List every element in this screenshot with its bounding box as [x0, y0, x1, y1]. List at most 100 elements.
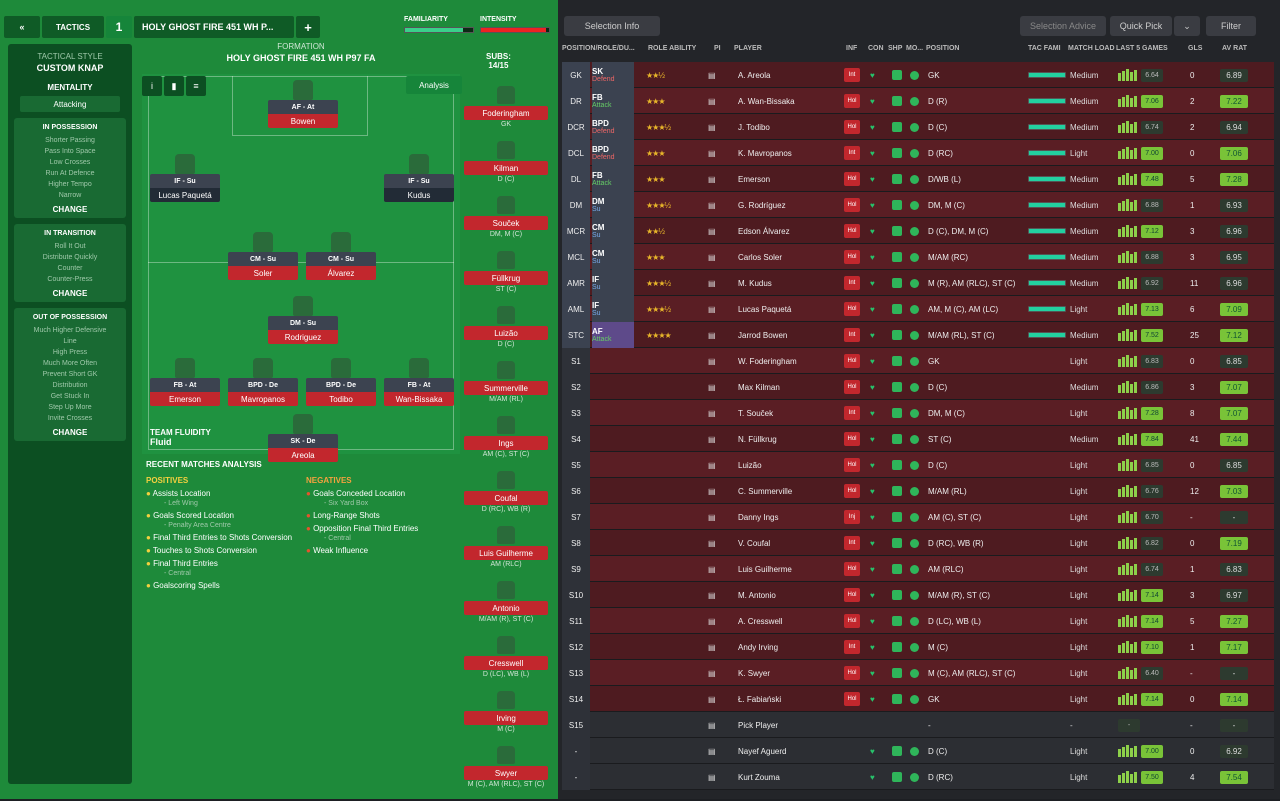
table-row[interactable]: S7 ▤ Danny Ings Inj ♥ AM (C), ST (C) Light 6.70…	[562, 504, 1274, 530]
player-name[interactable]: J. Todibo	[738, 122, 770, 132]
sub-player[interactable]: Swyer M (C), AM (RLC), ST (C)	[462, 746, 550, 801]
sub-player[interactable]: Luizão D (C)	[462, 306, 550, 361]
table-row[interactable]: S3 ▤ T. Souček Int ♥ DM, M (C) Light 7.28 8 7.07	[562, 400, 1274, 426]
pi-icon[interactable]: ▤	[708, 200, 716, 210]
column-header[interactable]: INF	[846, 45, 858, 52]
pi-icon[interactable]: ▤	[708, 304, 716, 314]
table-row[interactable]: - ▤ Nayef Aguerd ♥ D (C) Light 7.00 0 6.92	[562, 738, 1274, 764]
player-name[interactable]: Luis Guilherme	[738, 564, 792, 574]
table-row[interactable]: AML IF Su ★★★½ ▤ Lucas Paquetá Hol ♥ AM, M (C), …	[562, 296, 1274, 322]
pi-icon[interactable]: ▤	[708, 330, 716, 340]
role-select[interactable]: BPD Defend	[592, 114, 634, 140]
formation-select[interactable]: HOLY GHOST FIRE 451 WH P97 FA	[226, 53, 376, 63]
sub-player[interactable]: Summerville M/AM (RL)	[462, 361, 550, 416]
selection-info-button[interactable]: Selection Info	[564, 16, 660, 36]
pi-icon[interactable]: ▤	[708, 122, 716, 132]
table-row[interactable]: - ▤ Kurt Zouma ♥ D (RC) Light 7.50 4 7.54	[562, 764, 1274, 790]
pi-icon[interactable]: ▤	[708, 642, 716, 652]
quick-pick-dropdown[interactable]: ⌄	[1174, 16, 1200, 36]
table-row[interactable]: MCL CM Su ★★★ ▤ Carlos Soler Hol ♥ M/AM (RC) Medi…	[562, 244, 1274, 270]
sub-player[interactable]: Cresswell D (LC), WB (L)	[462, 636, 550, 691]
column-header[interactable]: TAC FAMI	[1028, 45, 1061, 52]
table-row[interactable]: S15 ▤ Pick Player - - - - -	[562, 712, 1274, 738]
pi-icon[interactable]: ▤	[708, 148, 716, 158]
player-name[interactable]: Carlos Soler	[738, 252, 783, 262]
role-select[interactable]: DM Su	[592, 192, 634, 218]
in-transition-change-button[interactable]: CHANGE	[52, 289, 88, 298]
player-name[interactable]: Edson Álvarez	[738, 226, 790, 236]
analysis-title[interactable]: RECENT MATCHES ANALYSIS	[146, 460, 262, 469]
pi-icon[interactable]: ▤	[708, 382, 716, 392]
pitch-player[interactable]: FB - At Wan-Bissaka	[384, 358, 454, 406]
quick-pick-button[interactable]: Quick Pick	[1110, 16, 1172, 36]
tactic-name-select[interactable]: HOLY GHOST FIRE 451 WH P...	[134, 16, 294, 38]
mentality-select[interactable]: Attacking	[20, 96, 120, 112]
pi-icon[interactable]: ▤	[708, 96, 716, 106]
table-row[interactable]: S14 ▤ Ł. Fabiański Hol ♥ GK Light 7.14 0 7.14	[562, 686, 1274, 712]
table-row[interactable]: S12 ▤ Andy Irving Int ♥ M (C) Light 7.10 1 7.17	[562, 634, 1274, 660]
back-button[interactable]: «	[4, 16, 40, 38]
player-name[interactable]: C. Summerville	[738, 486, 793, 496]
player-name[interactable]: G. Rodríguez	[738, 200, 786, 210]
pi-icon[interactable]: ▤	[708, 408, 716, 418]
selection-advice-button[interactable]: Selection Advice	[1020, 16, 1106, 36]
pitch-player[interactable]: IF - Su Kudus	[384, 154, 454, 202]
column-header[interactable]: PI	[714, 45, 721, 52]
player-name[interactable]: Ł. Fabiański	[738, 694, 782, 704]
pi-icon[interactable]: ▤	[708, 226, 716, 236]
player-name[interactable]: V. Coufal	[738, 538, 771, 548]
pi-icon[interactable]: ▤	[708, 616, 716, 626]
filter-button[interactable]: Filter	[1206, 16, 1256, 36]
player-name[interactable]: Lucas Paquetá	[738, 304, 792, 314]
column-header[interactable]: AV RAT	[1222, 45, 1248, 52]
player-name[interactable]: Nayef Aguerd	[738, 746, 787, 756]
sub-player[interactable]: Antonio M/AM (R), ST (C)	[462, 581, 550, 636]
player-name[interactable]: K. Mavropanos	[738, 148, 792, 158]
column-header[interactable]: ROLE ABILITY	[648, 45, 697, 52]
pitch-player[interactable]: FB - At Emerson	[150, 358, 220, 406]
table-row[interactable]: STC AF Attack ★★★★ ▤ Jarrod Bowen Int ♥ M/AM (RL…	[562, 322, 1274, 348]
table-row[interactable]: DCR BPD Defend ★★★½ ▤ J. Todibo Hol ♥ D (C) Mediu…	[562, 114, 1274, 140]
bar-chart-icon[interactable]: ▮	[164, 76, 184, 96]
column-header[interactable]: GLS	[1188, 45, 1203, 52]
table-row[interactable]: AMR IF Su ★★★½ ▤ M. Kudus Int ♥ M (R), AM (RLC),…	[562, 270, 1274, 296]
sub-player[interactable]: Füllkrug ST (C)	[462, 251, 550, 306]
role-select[interactable]: FB Attack	[592, 166, 634, 192]
pi-icon[interactable]: ▤	[708, 512, 716, 522]
player-name[interactable]: A. Areola	[738, 70, 771, 80]
table-row[interactable]: S2 ▤ Max Kilman Hol ♥ D (C) Medium 6.86 3 7.07	[562, 374, 1274, 400]
sub-player[interactable]: Souček DM, M (C)	[462, 196, 550, 251]
column-header[interactable]: MO...	[906, 45, 924, 52]
column-header[interactable]: POSITION/ROLE/DU...	[562, 45, 635, 52]
pitch-player[interactable]: CM - Su Álvarez	[306, 232, 376, 280]
player-name[interactable]: Jarrod Bowen	[738, 330, 788, 340]
pi-icon[interactable]: ▤	[708, 720, 716, 730]
table-row[interactable]: DL FB Attack ★★★ ▤ Emerson Hol ♥ D/WB (L) Medium 7…	[562, 166, 1274, 192]
player-name[interactable]: Luizão	[738, 460, 762, 470]
table-row[interactable]: MCR CM Su ★★½ ▤ Edson Álvarez Hol ♥ D (C), DM, M…	[562, 218, 1274, 244]
tactics-tab[interactable]: TACTICS	[42, 16, 104, 38]
analysis-button[interactable]: Analysis	[406, 76, 462, 94]
pitch-player[interactable]: DM - Su Rodriguez	[268, 296, 338, 344]
role-select[interactable]: BPD Defend	[592, 140, 634, 166]
player-name[interactable]: Max Kilman	[738, 382, 780, 392]
sub-player[interactable]: Foderingham GK	[462, 86, 550, 141]
add-tactic-button[interactable]: +	[296, 16, 320, 38]
table-row[interactable]: S13 ▤ K. Swyer Hol ♥ M (C), AM (RLC), ST (C) L…	[562, 660, 1274, 686]
player-name[interactable]: W. Foderingham	[738, 356, 797, 366]
sub-player[interactable]: Irving M (C)	[462, 691, 550, 746]
table-row[interactable]: GK SK Defend ★★½ ▤ A. Areola Int ♥ GK Medium 6.64 0…	[562, 62, 1274, 88]
in-possession-change-button[interactable]: CHANGE	[52, 205, 88, 214]
sub-player[interactable]: Coufal D (RC), WB (R)	[462, 471, 550, 526]
role-select[interactable]: CM Su	[592, 244, 634, 270]
pi-icon[interactable]: ▤	[708, 486, 716, 496]
column-header[interactable]: PLAYER	[734, 45, 762, 52]
sub-player[interactable]: Luis Guilherme AM (RLC)	[462, 526, 550, 581]
player-name[interactable]: Kurt Zouma	[738, 772, 780, 782]
role-select[interactable]: AF Attack	[592, 322, 634, 348]
role-select[interactable]: SK Defend	[592, 62, 634, 88]
pitch-player[interactable]: AF - At Bowen	[268, 80, 338, 128]
pitch-player[interactable]: BPD - De Todibo	[306, 358, 376, 406]
column-header[interactable]: CON	[868, 45, 884, 52]
pitch-player[interactable]: BPD - De Mavropanos	[228, 358, 298, 406]
